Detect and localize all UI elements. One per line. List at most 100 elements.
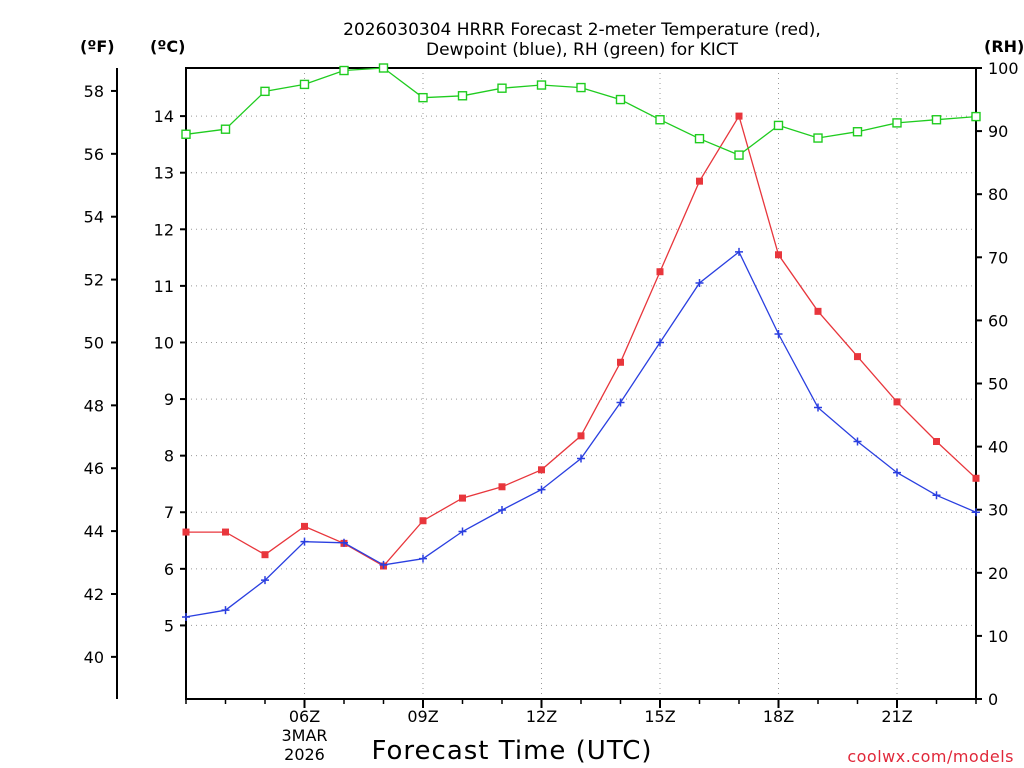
dewpoint-point [853, 437, 862, 446]
dewpoint-point [379, 560, 388, 569]
fahrenheit-tick-label: 48 [84, 396, 104, 415]
rh-tick-label: 20 [988, 564, 1008, 583]
time-tick-label: 21Z [881, 707, 912, 726]
rh-point [260, 86, 270, 97]
celsius-tick-label: 13 [154, 164, 174, 183]
temperature-point [735, 112, 743, 120]
time-tick-label: 12Z [526, 707, 557, 726]
temperature-point [617, 358, 624, 366]
temperature-point [222, 528, 229, 536]
rh-tick-label: 80 [988, 185, 1008, 204]
celsius-axis: 5 6 7 8 9 10 11 12 13 14 [154, 107, 186, 635]
rh-point [457, 91, 468, 101]
rh-tick-label: 60 [988, 311, 1008, 330]
dewpoint-point [537, 485, 546, 494]
dewpoint-point [300, 537, 309, 546]
fahrenheit-unit-label: (ºF) [80, 37, 115, 56]
rh-point [655, 115, 665, 125]
celsius-tick-label: 8 [164, 447, 174, 466]
fahrenheit-tick-label: 58 [84, 82, 104, 101]
rh-unit-label: (RH) [984, 37, 1024, 56]
rh-point [852, 127, 863, 137]
time-tick-label: 18Z [763, 707, 794, 726]
dewpoint-point [419, 554, 427, 563]
temperature-point [301, 522, 308, 530]
fahrenheit-tick-label: 52 [84, 271, 104, 290]
fahrenheit-tick-label: 54 [84, 208, 104, 227]
rh-point [931, 115, 942, 125]
temperature-point [182, 528, 190, 536]
celsius-tick-label: 6 [164, 560, 174, 579]
temperature-point [696, 177, 703, 185]
rh-point [615, 94, 626, 105]
celsius-unit-label: (ºC) [150, 37, 185, 56]
time-tick-label: 15Z [644, 707, 675, 726]
dewpoint-point [616, 398, 625, 407]
fahrenheit-tick-label: 46 [84, 459, 104, 478]
rh-point [497, 83, 507, 93]
rh-point [576, 82, 586, 93]
fahrenheit-tick-label: 42 [84, 585, 104, 604]
dewpoint-point [695, 279, 704, 288]
rh-point [536, 80, 547, 90]
fahrenheit-tick-label: 40 [84, 648, 104, 667]
temperature-point [893, 398, 901, 406]
time-tick-label: 09Z [407, 707, 438, 726]
dewpoint-point [182, 612, 190, 621]
celsius-tick-label: 10 [154, 333, 174, 352]
dewpoint-point [656, 338, 664, 347]
temperature-point [538, 466, 545, 474]
dewpoint-point [458, 527, 467, 536]
temperature-point [261, 551, 269, 559]
temperature-point [656, 268, 664, 276]
rh-point [299, 79, 310, 90]
rh-series [181, 63, 981, 160]
rh-point [971, 111, 981, 122]
dewpoint-point [498, 505, 506, 514]
fahrenheit-tick-label: 50 [84, 333, 104, 352]
dewpoint-point [261, 576, 269, 585]
series-layer [181, 63, 981, 621]
fahrenheit-tick-label: 56 [84, 145, 104, 164]
date-label-year: 2026 [284, 745, 325, 764]
dewpoint-point [340, 538, 348, 547]
temperature-point [854, 353, 861, 361]
dewpoint-point [735, 247, 743, 256]
rh-point [813, 133, 823, 143]
dewpoint-point [221, 606, 230, 615]
celsius-tick-label: 12 [154, 220, 174, 239]
dewpoint-series [182, 247, 980, 621]
date-label-month: 3MAR [281, 726, 327, 745]
chart-title-line2: Dewpoint (blue), RH (green) for KICT [426, 40, 739, 60]
dewpoint-point [893, 468, 901, 477]
dewpoint-point [774, 329, 783, 338]
rh-tick-label: 10 [988, 627, 1008, 646]
celsius-tick-label: 9 [164, 390, 174, 409]
rh-tick-label: 100 [988, 59, 1019, 78]
rh-tick-label: 90 [988, 122, 1008, 141]
rh-point [694, 133, 705, 144]
rh-point [378, 63, 389, 73]
temperature-point [459, 494, 466, 502]
rh-point [892, 118, 902, 128]
rh-point [418, 92, 428, 103]
chart-title-line1: 2026030304 HRRR Forecast 2-meter Tempera… [343, 20, 821, 40]
rh-tick-label: 0 [988, 690, 998, 709]
dewpoint-point [814, 403, 822, 412]
time-tick-label: 06Z [289, 707, 320, 726]
temperature-point [814, 307, 822, 315]
fahrenheit-axis: 40 42 44 46 48 50 52 54 56 58 [84, 82, 117, 667]
rh-point [734, 150, 744, 160]
temperature-point [577, 432, 585, 440]
temperature-point [933, 438, 940, 446]
source-credit: coolwx.com/models [847, 747, 1014, 766]
dewpoint-point [577, 454, 585, 463]
dewpoint-point [932, 491, 941, 500]
rh-axis: 0 10 20 30 40 50 60 70 80 90 100 [976, 59, 1019, 709]
rh-tick-label: 50 [988, 375, 1008, 394]
temperature-point [972, 474, 980, 482]
rh-tick-label: 30 [988, 501, 1008, 520]
x-axis-label: Forecast Time (UTC) [371, 736, 652, 766]
fahrenheit-tick-label: 44 [84, 522, 104, 541]
